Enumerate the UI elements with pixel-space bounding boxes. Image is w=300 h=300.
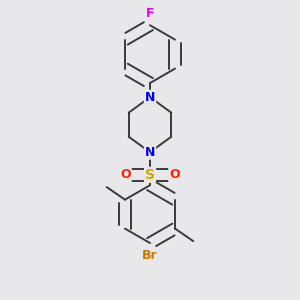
- Text: F: F: [146, 7, 154, 20]
- Text: S: S: [145, 168, 155, 182]
- Text: O: O: [120, 168, 131, 181]
- Text: N: N: [145, 146, 155, 159]
- Text: Br: Br: [142, 249, 158, 262]
- Text: N: N: [145, 91, 155, 104]
- Text: O: O: [169, 168, 180, 181]
